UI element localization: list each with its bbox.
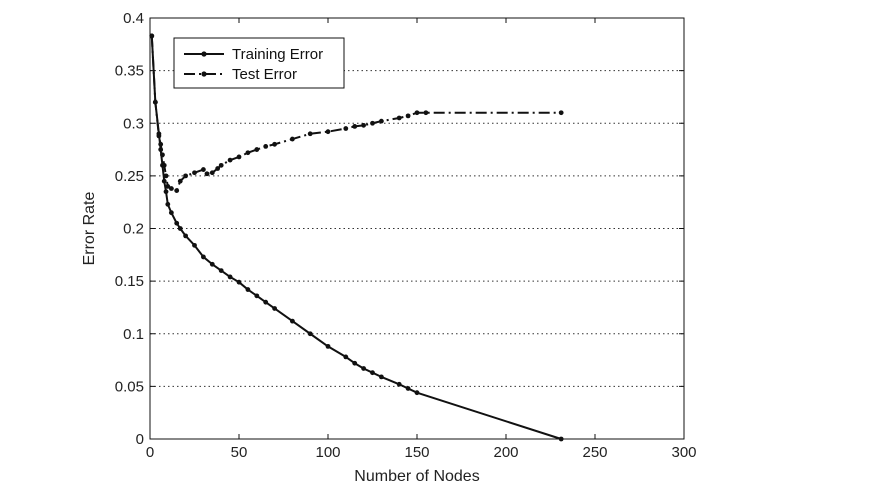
data-point-test-error: [177, 178, 183, 184]
data-point-test-error: [215, 166, 221, 171]
data-point-test-error: [168, 186, 174, 191]
data-point-training-error: [245, 287, 251, 292]
data-point-training-error: [218, 268, 224, 273]
data-point-training-error: [272, 306, 277, 311]
data-point-test-error: [152, 99, 158, 105]
y-tick-label: 0.3: [123, 115, 144, 132]
data-point-test-error: [396, 115, 402, 121]
y-tick-label: 0.1: [123, 326, 144, 343]
legend-label-training-error: Training Error: [232, 46, 323, 63]
data-point-test-error: [290, 136, 295, 142]
data-point-test-error: [201, 167, 206, 172]
data-point-test-error: [156, 133, 162, 139]
data-point-test-error: [165, 184, 171, 189]
y-tick-label: 0.35: [115, 63, 144, 80]
y-tick-label: 0.05: [115, 378, 144, 395]
x-tick-label: 300: [671, 444, 696, 461]
legend: Training Error Test Error: [173, 37, 345, 89]
x-tick-label: 50: [231, 444, 248, 461]
data-point-test-error: [174, 188, 180, 194]
data-point-test-error: [158, 141, 164, 147]
data-point-test-error: [160, 152, 165, 158]
y-tick-label: 0.2: [123, 221, 144, 238]
data-point-test-error: [254, 147, 260, 152]
data-point-training-error: [325, 343, 331, 349]
y-tick-label: 0: [136, 431, 144, 448]
data-point-test-error: [183, 173, 189, 179]
series-line-training-error: [150, 35, 562, 440]
data-point-test-error: [245, 150, 251, 156]
data-point-training-error: [405, 386, 411, 391]
data-point-test-error: [161, 162, 167, 168]
data-point-test-error: [204, 171, 210, 177]
x-axis-title: Number of Nodes: [354, 468, 479, 485]
y-tick-label: 0.15: [115, 273, 144, 290]
data-point-training-error: [396, 381, 402, 387]
data-point-training-error: [165, 201, 171, 207]
data-point-training-error: [343, 354, 349, 360]
data-point-test-error: [307, 131, 313, 137]
data-point-test-error: [263, 144, 269, 149]
data-point-test-error: [352, 124, 358, 129]
data-point-training-error: [163, 189, 169, 195]
data-point-test-error: [218, 162, 224, 168]
data-point-training-error: [290, 318, 295, 324]
x-tick-label: 150: [404, 444, 429, 461]
x-tick-label: 0: [146, 444, 154, 461]
ticks-layer: 0 0.05 0.1 0.15 0.2 0.25 0.3 0.35 0.4 0 50 100 150 20…: [115, 10, 697, 461]
data-point-training-error: [192, 242, 197, 248]
data-point-training-error: [307, 331, 313, 337]
data-point-training-error: [254, 293, 260, 299]
data-point-test-error: [414, 110, 420, 116]
data-point-test-error: [405, 113, 411, 119]
data-point-test-error: [272, 141, 277, 147]
series-layer: [149, 33, 564, 442]
grid-layer: [150, 70, 684, 387]
data-point-training-error: [161, 178, 167, 184]
data-point-training-error: [183, 233, 189, 239]
data-point-test-error: [370, 120, 375, 126]
data-point-test-error: [209, 170, 215, 176]
data-point-training-error: [361, 366, 366, 371]
legend-box: [173, 37, 345, 89]
legend-marker-training-error: [201, 51, 207, 57]
data-point-test-error: [361, 122, 366, 128]
data-point-test-error: [149, 33, 155, 39]
data-point-test-error: [227, 157, 233, 163]
data-point-test-error: [236, 154, 242, 160]
x-tick-label: 250: [582, 444, 607, 461]
data-point-training-error: [201, 254, 206, 260]
data-point-training-error: [370, 370, 375, 376]
y-axis-title: Error Rate: [81, 192, 98, 266]
legend-label-test-error: Test Error: [232, 66, 297, 83]
data-point-training-error: [236, 279, 242, 285]
x-tick-label: 100: [315, 444, 340, 461]
data-point-test-error: [192, 170, 197, 176]
data-point-training-error: [352, 360, 358, 366]
data-point-training-error: [209, 261, 215, 267]
data-point-test-error: [325, 129, 331, 135]
data-point-test-error: [558, 110, 564, 116]
data-point-test-error: [423, 110, 429, 116]
data-point-training-error: [168, 210, 174, 216]
y-tick-label: 0.25: [115, 168, 144, 185]
data-point-training-error: [263, 299, 269, 305]
data-point-training-error: [414, 390, 420, 396]
y-tick-label: 0.4: [123, 10, 144, 27]
data-point-test-error: [343, 126, 349, 131]
data-point-test-error: [379, 118, 384, 124]
data-point-test-error: [163, 173, 169, 179]
data-point-training-error: [227, 274, 233, 280]
data-point-training-error: [174, 220, 180, 226]
data-point-training-error: [379, 374, 384, 380]
x-tick-label: 200: [493, 444, 518, 461]
legend-marker-test-error: [201, 71, 207, 77]
data-point-training-error: [177, 226, 183, 231]
